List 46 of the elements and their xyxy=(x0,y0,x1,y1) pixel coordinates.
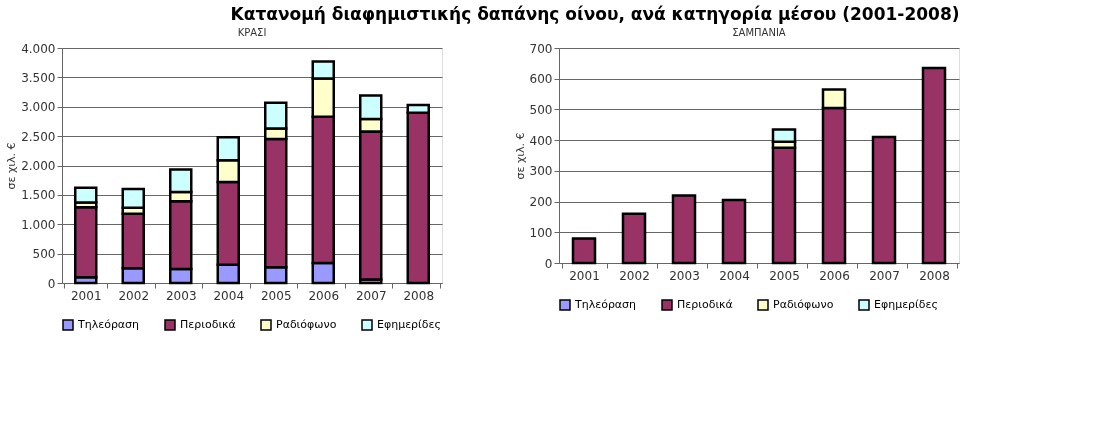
y-tick-label: 3.000 xyxy=(21,100,56,115)
x-tick-label: 2005 xyxy=(260,288,292,303)
y-tick-label: 100 xyxy=(529,225,553,240)
y-tick-label: 500 xyxy=(529,102,553,117)
y-tick-label: 1.500 xyxy=(21,188,56,203)
x-tick-label: 2004 xyxy=(719,268,750,283)
x-tick-label: 2002 xyxy=(118,288,150,303)
y-tick-label: 0 xyxy=(544,256,553,271)
y-tick-label: 200 xyxy=(529,195,553,210)
text: Κατανομή διαφημιστικής δαπάνης οίνου, ανά κατηγορία μέσου (2001-2008) xyxy=(230,3,960,24)
y-axis-title: σε χιλ. € xyxy=(513,132,527,180)
x-tick-label: 2001 xyxy=(70,288,102,303)
y-tick-label: 4.000 xyxy=(21,41,56,56)
x-tick-label: 2001 xyxy=(569,268,600,283)
chart-title: ΣΑΜΠΑΝΙΑ xyxy=(732,27,786,38)
x-tick-label: 2006 xyxy=(819,268,850,283)
y-tick-label: 700 xyxy=(529,41,553,56)
x-tick-label: 2002 xyxy=(619,268,650,283)
x-tick-label: 2003 xyxy=(669,268,700,283)
x-tick-label: 2007 xyxy=(869,268,900,283)
legend-label: Περιοδικά xyxy=(180,318,236,331)
y-tick-label: 300 xyxy=(529,164,553,179)
x-tick-label: 2006 xyxy=(308,288,340,303)
x-tick-label: 2008 xyxy=(919,268,950,283)
y-tick-label: 0 xyxy=(47,276,56,291)
legend-label: Ραδιόφωνο xyxy=(773,298,834,311)
x-tick-label: 2003 xyxy=(165,288,197,303)
legend-label: Ραδιόφωνο xyxy=(276,318,337,331)
legend-label: Εφημερίδες xyxy=(874,298,938,311)
y-tick-label: 500 xyxy=(32,247,56,262)
legend-label: Περιοδικά xyxy=(677,298,733,311)
x-tick-label: 2007 xyxy=(355,288,387,303)
y-tick-label: 2.000 xyxy=(21,159,56,173)
y-tick-label: 600 xyxy=(529,72,553,87)
y-tick-label: 1.000 xyxy=(21,217,56,232)
x-tick-label: 2004 xyxy=(213,288,245,303)
legend-label: Εφημερίδες xyxy=(377,318,441,331)
y-tick-label: 3.500 xyxy=(21,70,56,85)
x-tick-label: 2008 xyxy=(403,288,435,303)
y-axis-title: σε χιλ. € xyxy=(5,142,19,190)
y-tick-label: 2.500 xyxy=(21,129,56,144)
chart-title: ΚΡΑΣΙ xyxy=(237,27,267,38)
y-tick-label: 400 xyxy=(529,133,553,148)
legend-label: Τηλεόραση xyxy=(574,298,637,311)
x-tick-label: 2005 xyxy=(769,268,800,283)
legend-label: Τηλεόραση xyxy=(77,318,140,331)
